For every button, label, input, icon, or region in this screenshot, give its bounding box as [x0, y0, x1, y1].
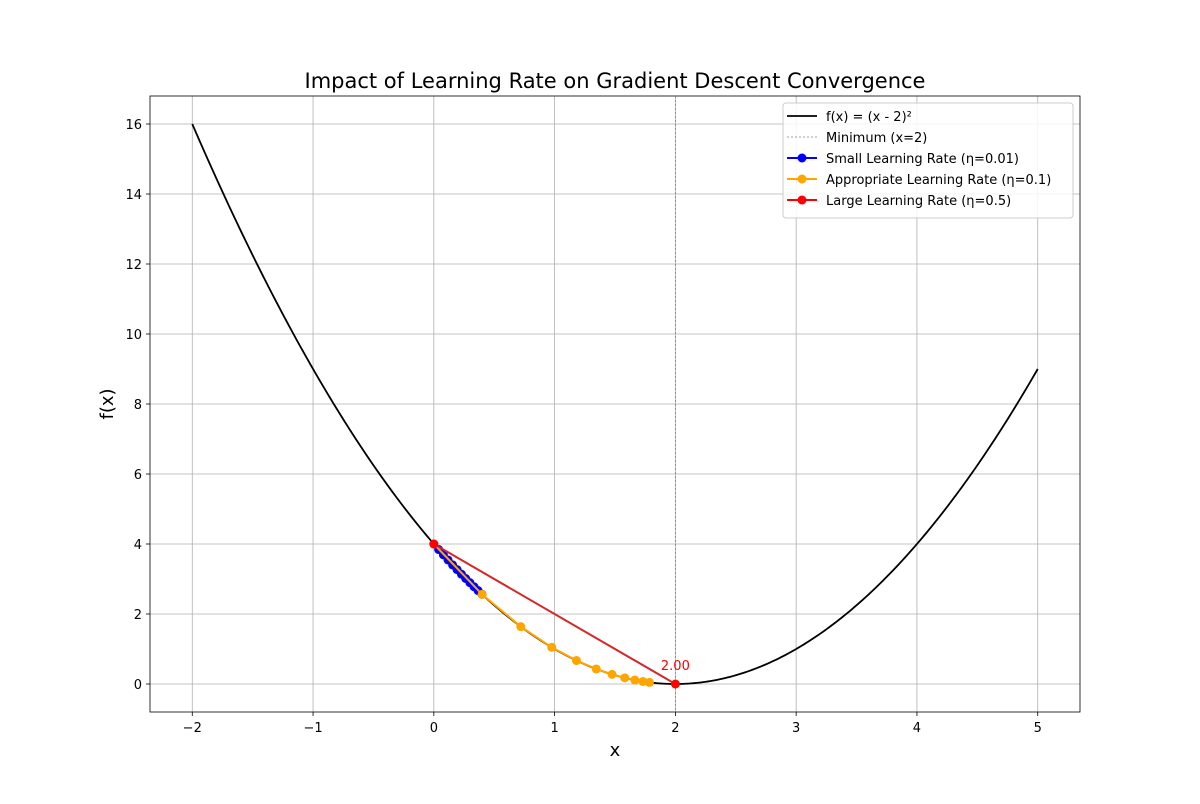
- x-tick-label: 4: [913, 721, 921, 736]
- series-point-1: [547, 642, 557, 652]
- series-point-1: [607, 669, 617, 679]
- y-tick-label: 0: [134, 678, 142, 693]
- y-tick-label: 14: [125, 188, 142, 203]
- series-point-2: [670, 679, 680, 689]
- series-point-1: [644, 677, 654, 687]
- x-tick-label: −2: [183, 721, 202, 736]
- y-tick-label: 12: [125, 258, 142, 273]
- x-tick-label: 5: [1034, 721, 1042, 736]
- plot-area: 2.00: [191, 96, 1039, 712]
- series-point-2: [429, 539, 439, 549]
- x-tick-label: −1: [303, 721, 322, 736]
- legend-entry-label: Large Learning Rate (η=0.5): [826, 194, 1011, 209]
- y-axis-label: f(x): [97, 388, 118, 419]
- series-point-1: [516, 622, 526, 632]
- x-tick-label: 0: [430, 721, 438, 736]
- legend-swatch-marker: [797, 174, 807, 184]
- x-axis-label: x: [610, 740, 621, 761]
- series-point-1: [477, 589, 487, 599]
- y-tick-label: 4: [134, 538, 142, 553]
- legend-entry-label: Minimum (x=2): [826, 131, 927, 146]
- y-tick-label: 10: [125, 328, 142, 343]
- legend-entry-label: f(x) = (x - 2)²: [826, 110, 912, 125]
- series-point-1: [591, 664, 601, 674]
- x-tick-label: 2: [671, 721, 679, 736]
- chart-title: Impact of Learning Rate on Gradient Desc…: [305, 69, 926, 93]
- series-line-1: [433, 543, 650, 684]
- y-tick-label: 16: [125, 118, 142, 133]
- annotation-label: 2.00: [661, 659, 690, 674]
- series-line-2: [433, 543, 676, 685]
- legend: f(x) = (x - 2)² Minimum (x=2) Small Learni…: [782, 102, 1074, 219]
- legend-swatch-marker: [797, 195, 807, 205]
- legend-entry-label: Small Learning Rate (η=0.01): [826, 152, 1019, 167]
- y-tick-label: 8: [134, 398, 142, 413]
- series-point-1: [630, 675, 640, 685]
- legend-swatch-marker: [797, 153, 807, 163]
- legend-box: [782, 102, 1074, 219]
- x-tick-label: 3: [792, 721, 800, 736]
- series-point-1: [620, 673, 630, 683]
- y-tick-label: 2: [134, 608, 142, 623]
- x-tick-label: 1: [550, 721, 558, 736]
- series-point-1: [571, 656, 581, 666]
- legend-entry-label: Appropriate Learning Rate (η=0.1): [826, 173, 1051, 188]
- y-tick-label: 6: [134, 468, 142, 483]
